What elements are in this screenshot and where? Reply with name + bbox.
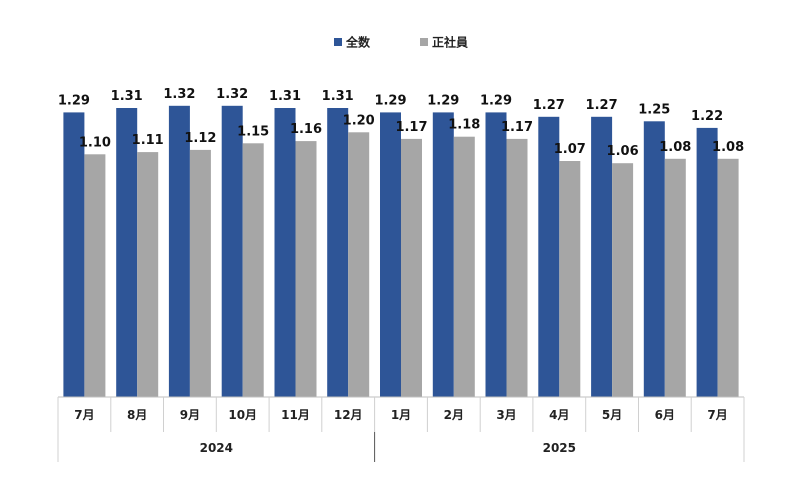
bar-total-2	[168, 105, 190, 398]
data-label-regular-5: 1.20	[343, 113, 375, 128]
bar-total-9	[538, 116, 560, 398]
bar-total-6	[380, 112, 401, 398]
tick-label-1: 8月	[127, 408, 147, 422]
tick-label-8: 3月	[496, 408, 516, 422]
bar-regular-0	[84, 154, 106, 397]
data-label-total-6: 1.29	[374, 93, 406, 108]
value-labels: 1.29 1.31 1.32 1.32 1.31 1.31 1.29 1.29 1.29 1.27…	[58, 87, 744, 159]
group-label-2024: 2024	[200, 441, 233, 455]
tick-label-9: 4月	[549, 408, 569, 422]
bars	[63, 105, 739, 398]
tick-label-12: 7月	[707, 408, 727, 422]
data-label-total-10: 1.27	[586, 98, 618, 113]
data-label-regular-9: 1.07	[554, 142, 586, 157]
data-label-regular-0: 1.10	[79, 135, 111, 150]
data-label-total-8: 1.29	[480, 93, 512, 108]
bar-total-5	[327, 108, 349, 397]
bar-total-12	[696, 127, 718, 398]
tick-label-5: 12月	[334, 408, 363, 422]
data-label-total-7: 1.29	[427, 93, 459, 108]
data-label-regular-8: 1.17	[501, 120, 533, 135]
bar-regular-8	[506, 138, 528, 397]
bar-regular-10	[612, 163, 634, 397]
tick-label-4: 11月	[281, 408, 310, 422]
bar-regular-11	[664, 158, 686, 397]
data-label-regular-12: 1.08	[712, 140, 744, 155]
bar-total-10	[591, 116, 613, 398]
data-label-regular-11: 1.08	[659, 140, 691, 155]
bar-total-7	[432, 112, 454, 398]
data-label-regular-7: 1.18	[448, 118, 480, 133]
bar-regular-1	[137, 152, 159, 397]
bar-total-4	[274, 108, 296, 397]
data-label-regular-10: 1.06	[607, 144, 639, 159]
data-label-total-5: 1.31	[322, 89, 354, 104]
group-label-2025: 2025	[543, 441, 576, 455]
data-label-total-11: 1.25	[638, 102, 670, 117]
legend-swatch-total	[334, 38, 342, 46]
bar-regular-4	[295, 141, 317, 397]
bar-total-8	[485, 112, 507, 398]
data-label-regular-6: 1.17	[395, 120, 427, 135]
data-label-total-1: 1.31	[111, 89, 143, 104]
legend-swatch-regular	[420, 38, 428, 46]
bar-total-11	[643, 121, 665, 398]
tick-label-2: 9月	[180, 408, 200, 422]
tick-label-11: 6月	[655, 408, 675, 422]
bar-total-0	[63, 112, 85, 398]
data-label-total-2: 1.32	[163, 87, 195, 102]
x-axis: 7月 8月 9月 10月 11月 12月 1月 2月 3月 4月 5月 6月 7月 2024 2025	[57, 396, 745, 462]
bar-regular-12	[717, 158, 739, 397]
data-label-total-0: 1.29	[58, 93, 90, 108]
data-label-regular-1: 1.11	[132, 133, 164, 148]
data-label-total-3: 1.32	[216, 87, 248, 102]
data-label-total-12: 1.22	[691, 109, 723, 124]
data-label-regular-2: 1.12	[184, 131, 216, 146]
legend: 全数 正社員	[334, 35, 468, 50]
legend-label-regular: 正社員	[432, 35, 468, 50]
tick-label-10: 5月	[602, 408, 622, 422]
tick-label-3: 10月	[228, 408, 257, 422]
bar-regular-5	[348, 132, 370, 398]
bar-regular-9	[559, 161, 581, 397]
legend-label-total: 全数	[345, 35, 371, 50]
tick-label-7: 2月	[444, 408, 464, 422]
data-label-regular-4: 1.16	[290, 122, 322, 137]
bar-regular-7	[453, 136, 475, 397]
bar-regular-6	[401, 138, 422, 397]
data-label-total-4: 1.31	[269, 89, 301, 104]
bar-total-3	[221, 105, 243, 398]
data-label-regular-3: 1.15	[237, 124, 269, 139]
tick-label-6: 1月	[391, 408, 411, 422]
bar-regular-3	[242, 143, 264, 397]
data-label-total-9: 1.27	[533, 98, 565, 113]
tick-label-0: 7月	[74, 408, 94, 422]
bar-total-1	[116, 108, 138, 397]
bar-regular-2	[189, 149, 211, 397]
